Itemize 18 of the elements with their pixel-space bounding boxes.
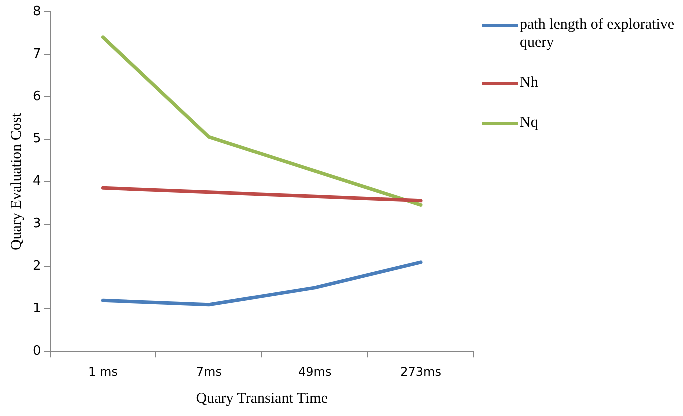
y-tick-label: 4 [32, 174, 42, 190]
y-tick-label: 3 [32, 216, 42, 232]
y-tick-label: 5 [32, 132, 42, 147]
legend-label: path length of explorative query [520, 16, 676, 52]
x-tick-label: 1 ms [88, 364, 118, 379]
y-axis-title: Quary Evaluation Cost [8, 112, 25, 251]
y-tick-label: 8 [32, 4, 42, 20]
legend-label: Nh [520, 74, 538, 92]
x-axis-title: Quary Transiant Time [196, 390, 328, 407]
legend-label: Nq [520, 114, 538, 132]
x-tick-label: 7ms [196, 364, 222, 379]
y-tick-label: 7 [32, 46, 42, 62]
x-tick-label: 273ms [400, 364, 442, 379]
y-tick-label: 6 [32, 89, 42, 104]
x-tick-label: 49ms [298, 364, 332, 379]
y-tick-label: 0 [32, 344, 42, 359]
y-tick-label: 2 [32, 259, 42, 274]
y-tick-label: 1 [32, 302, 42, 317]
